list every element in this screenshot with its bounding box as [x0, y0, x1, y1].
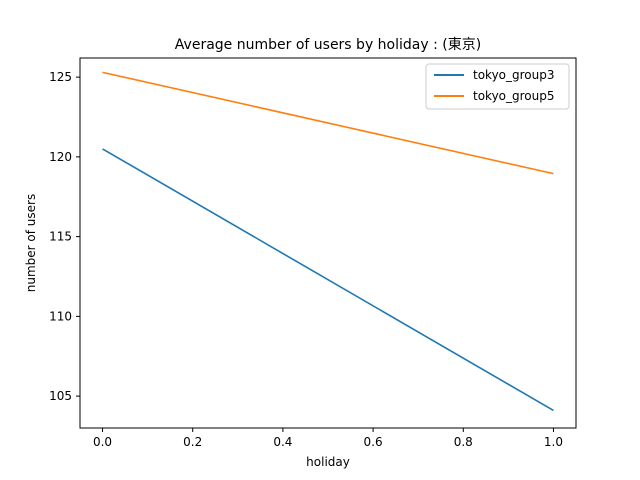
- series-line-tokyo-group3: [102, 148, 554, 412]
- legend: tokyo_group3 tokyo_group5: [425, 63, 570, 110]
- legend-label-tokyo-group5: tokyo_group5: [473, 89, 555, 103]
- y-tick-label: 105: [49, 389, 72, 403]
- legend-label-tokyo-group3: tokyo_group3: [473, 68, 555, 82]
- x-tick-label: 0.8: [454, 435, 473, 449]
- series-layer: [102, 71, 554, 412]
- x-axis-ticks: 0.0 0.2 0.4 0.6 0.8 1.0: [93, 428, 563, 449]
- x-tick-label: 0.2: [183, 435, 202, 449]
- x-tick-label: 1.0: [544, 435, 563, 449]
- chart-title: Average number of users by holiday : (東京…: [175, 37, 481, 53]
- y-tick-label: 125: [49, 70, 72, 84]
- y-tick-label: 120: [49, 150, 72, 164]
- y-axis-ticks: 105 110 115 120 125: [49, 70, 80, 403]
- axes-frame: [79, 57, 577, 429]
- x-axis-label: holiday: [306, 455, 350, 469]
- x-tick-label: 0.4: [273, 435, 292, 449]
- series-line-tokyo-group5: [102, 71, 554, 175]
- y-axis-label: number of users: [24, 194, 38, 292]
- x-tick-label: 0.6: [364, 435, 383, 449]
- y-tick-label: 110: [49, 309, 72, 323]
- plot-area: 0.0 0.2 0.4 0.6 0.8 1.0 105 110 115 120 125: [49, 57, 577, 449]
- y-tick-label: 115: [49, 230, 72, 244]
- x-tick-label: 0.0: [93, 435, 112, 449]
